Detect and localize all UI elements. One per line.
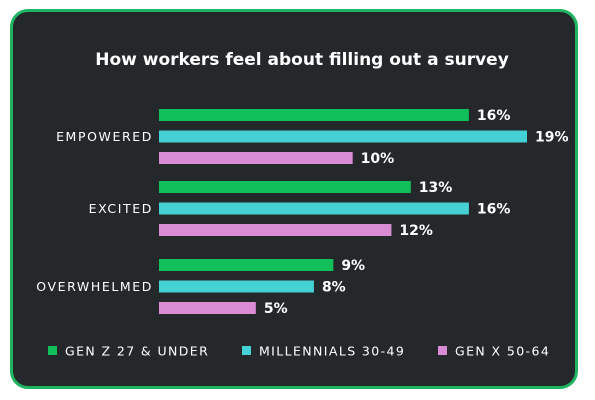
value-label-empowered-gen-z-27-under: 16%	[477, 108, 511, 124]
value-label-overwhelmed-millennials-30-49: 8%	[322, 280, 346, 296]
value-label-excited-millennials-30-49: 16%	[477, 202, 511, 218]
value-label-empowered-millennials-30-49: 19%	[535, 130, 569, 146]
legend-label-millennials-30-49: MILLENNIALS 30-49	[259, 344, 405, 359]
bar-empowered-gen-x-50-64	[159, 152, 353, 164]
bar-excited-gen-z-27-under	[159, 181, 411, 193]
value-label-excited-gen-z-27-under: 13%	[419, 180, 453, 196]
legend-label-gen-x-50-64: GEN X 50-64	[455, 344, 550, 359]
value-label-excited-gen-x-50-64: 12%	[399, 223, 433, 239]
legend-label-gen-z-27-under: GEN Z 27 & UNDER	[65, 344, 209, 359]
bar-overwhelmed-millennials-30-49	[159, 280, 314, 293]
bar-excited-gen-x-50-64	[159, 224, 392, 236]
value-label-overwhelmed-gen-x-50-64: 5%	[264, 301, 288, 317]
category-label-overwhelmed: OVERWHELMED	[36, 279, 153, 294]
value-label-overwhelmed-gen-z-27-under: 9%	[341, 258, 365, 274]
bar-empowered-millennials-30-49	[159, 130, 527, 143]
category-label-excited: EXCITED	[89, 201, 153, 216]
legend-swatch-gen-x-50-64	[438, 346, 447, 355]
bar-overwhelmed-gen-z-27-under	[159, 259, 334, 271]
category-label-empowered: EMPOWERED	[56, 129, 153, 144]
chart-title: How workers feel about filling out a sur…	[95, 50, 509, 70]
chart-card	[10, 9, 578, 389]
bar-overwhelmed-gen-x-50-64	[159, 302, 256, 314]
bars-group: EMPOWERED 16% 19% 10% EXCITED 13% 16% 12% OVERWH…	[36, 108, 568, 317]
bar-empowered-gen-z-27-under	[159, 109, 469, 121]
value-label-empowered-gen-x-50-64: 10%	[361, 151, 395, 167]
bar-excited-millennials-30-49	[159, 202, 469, 215]
legend-swatch-gen-z-27-under	[48, 346, 57, 355]
legend: GEN Z 27 & UNDER MILLENNIALS 30-49 GEN X 5…	[48, 344, 550, 359]
legend-swatch-millennials-30-49	[242, 346, 251, 355]
